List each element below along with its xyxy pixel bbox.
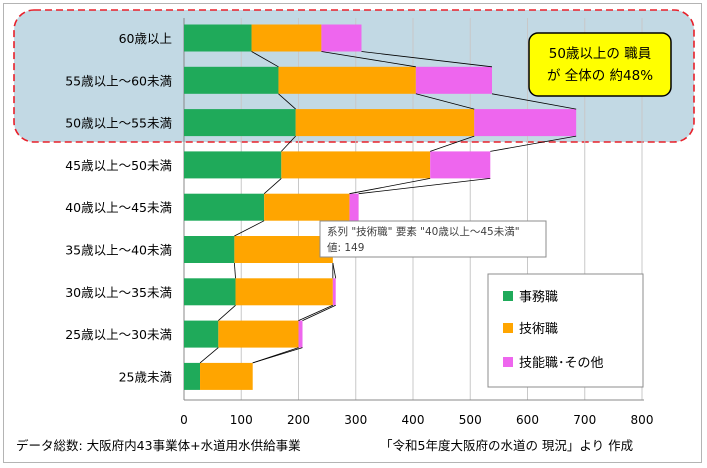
x-tick-label: 500 [459, 413, 482, 427]
series-line [415, 93, 475, 110]
y-tick-label: 35歳以上～40未満 [65, 243, 172, 258]
bar-segment [184, 362, 201, 390]
series-line [358, 178, 491, 195]
bar-segment [200, 362, 253, 390]
series-line [430, 135, 475, 152]
bar-segment [234, 236, 333, 263]
series-line [234, 220, 265, 237]
y-tick-label: 25歳未満 [119, 369, 172, 384]
series-line [281, 135, 296, 152]
bar-segment [184, 109, 296, 137]
legend-swatch [503, 323, 513, 333]
x-tick-label: 100 [230, 413, 253, 427]
bar-segment [184, 236, 235, 263]
series-line [491, 93, 577, 110]
y-tick-label: 30歳以上～35未満 [65, 285, 172, 300]
series-line [321, 51, 416, 68]
tooltip-line1: 系列 "技術職" 要素 "40歳以上～45未満" [327, 225, 520, 238]
series-line [298, 304, 334, 321]
callout-box [528, 32, 672, 97]
series-line [302, 304, 336, 321]
x-tick-label: 200 [287, 413, 310, 427]
legend-box [487, 273, 644, 388]
bar-segment [281, 151, 431, 179]
tooltip-box [319, 220, 547, 258]
footer-data-source: データ総数: 大阪府内43事業体+水道用水供給事業 [16, 438, 301, 453]
bar-segment [349, 193, 359, 221]
legend-swatch [503, 291, 513, 301]
bar-segment [298, 320, 303, 348]
y-tick-label: 50歳以上～55未満 [65, 116, 172, 131]
series-line [233, 262, 236, 279]
bar-segment [415, 66, 493, 94]
series-line [252, 347, 303, 364]
bar-segment [184, 278, 236, 306]
legend-label: 事務職 [519, 290, 558, 305]
series-line [278, 93, 296, 110]
bar-segment [184, 320, 219, 348]
bar-segment [235, 278, 333, 306]
callout-line1: 50歳以上の 職員 [549, 46, 651, 62]
x-tick-label: 0 [180, 413, 188, 427]
legend-label: 技術職 [519, 322, 558, 337]
legend-swatch [503, 357, 513, 367]
legend-label: 技能職･その他 [519, 356, 604, 371]
y-tick-label: 25歳以上～30未満 [65, 327, 172, 342]
bar-segment [474, 109, 577, 137]
series-line [361, 51, 493, 68]
bar-segment [295, 109, 475, 137]
y-tick-label: 55歳以上～60未満 [65, 73, 172, 88]
bar-segment [184, 193, 265, 221]
series-line [490, 135, 577, 152]
y-tick-label: 40歳以上～45未満 [65, 200, 172, 215]
footer-citation: 「令和5年度大阪府の水道の 現況」より 作成 [380, 438, 634, 453]
bar-segment [321, 24, 362, 52]
series-line [263, 178, 282, 194]
y-tick-label: 60歳以上 [119, 31, 172, 46]
bar-segment [430, 151, 491, 179]
bar-segment [278, 66, 416, 94]
series-line [349, 178, 431, 195]
callout-line2: が 全体の 約48% [547, 67, 653, 84]
tooltip-line2: 値: 149 [327, 241, 364, 254]
bar-segment [184, 66, 279, 94]
x-tick-label: 700 [573, 413, 596, 427]
bar-segment [184, 24, 252, 52]
y-tick-label: 45歳以上～50未満 [65, 158, 172, 173]
bar-segment [264, 193, 350, 221]
x-tick-label: 800 [631, 413, 654, 427]
series-line [332, 262, 337, 279]
series-line [251, 51, 279, 68]
series-line [218, 305, 236, 321]
bar-segment [218, 320, 299, 348]
bar-segment [184, 151, 282, 179]
x-tick-label: 400 [402, 413, 425, 427]
bar-segment [251, 24, 322, 52]
x-tick-label: 600 [516, 413, 539, 427]
series-line [199, 347, 219, 364]
bar-segment [332, 278, 336, 306]
x-tick-label: 300 [344, 413, 367, 427]
